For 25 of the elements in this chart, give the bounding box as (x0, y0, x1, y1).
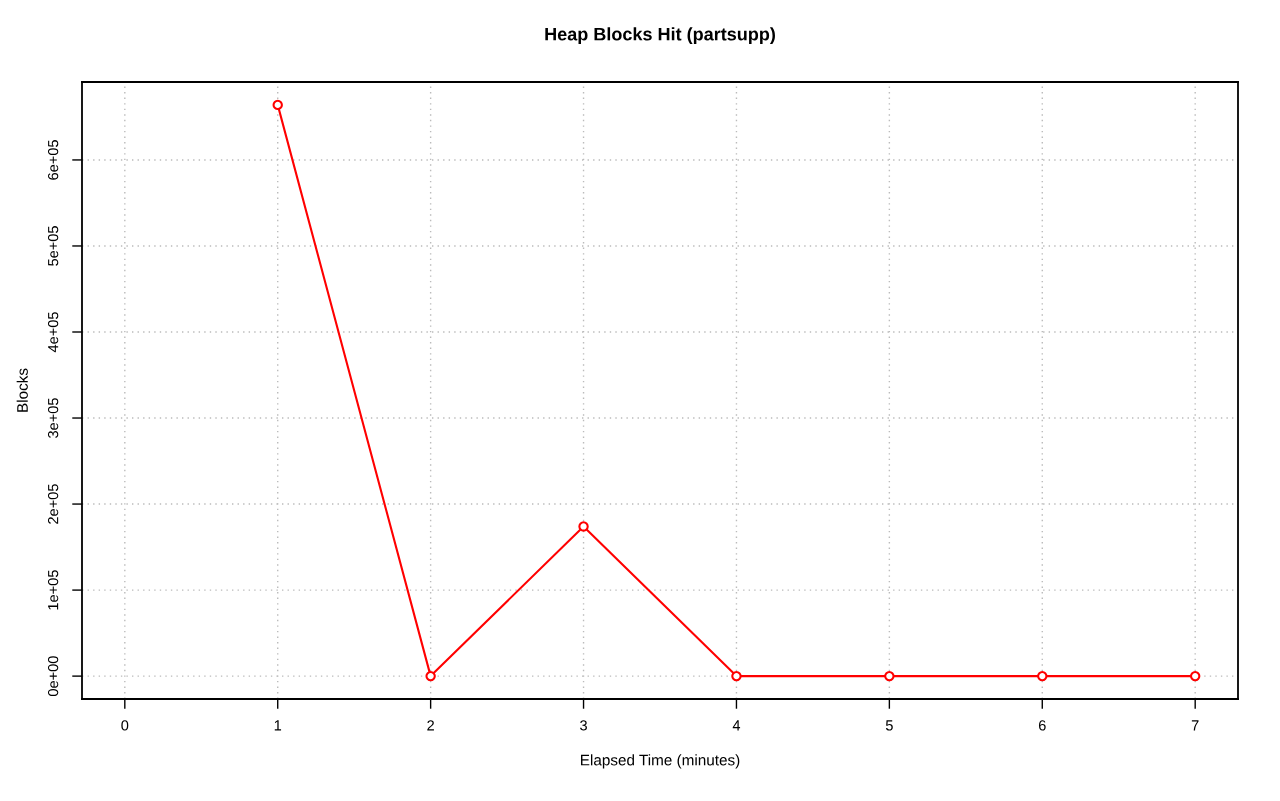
x-tick-label: 3 (580, 720, 587, 731)
x-tick-label: 2 (427, 720, 434, 731)
point (272, 99, 283, 111)
x-tick-label: 6 (1038, 720, 1046, 731)
y-tick-label: 5e+05 (47, 226, 59, 266)
y-tick-label: 0e+00 (47, 656, 59, 697)
x-tick-label: 1 (274, 720, 282, 731)
y-tick-label: 1e+05 (47, 570, 59, 610)
point (884, 670, 895, 682)
x-tick-label: 0 (121, 720, 129, 731)
point (1189, 670, 1201, 682)
y-tick-label: 4e+05 (47, 312, 59, 353)
x-tick-label: 4 (732, 720, 741, 731)
y-axis-title: Blocks (16, 368, 28, 412)
y-tick-label: 6e+05 (47, 140, 59, 180)
x-tick-label: 7 (1191, 720, 1199, 731)
x-tick-label: 5 (885, 720, 893, 731)
chart-title: Heap Blocks Hit (partsupp) (545, 27, 775, 45)
point (578, 521, 589, 532)
point (425, 670, 436, 682)
y-tick-label: 2e+05 (47, 484, 59, 524)
x-axis-title: Elapsed Time (minutes) (581, 754, 740, 769)
point (731, 670, 742, 682)
y-tick-label: 3e+05 (47, 398, 59, 438)
point (1037, 670, 1048, 682)
